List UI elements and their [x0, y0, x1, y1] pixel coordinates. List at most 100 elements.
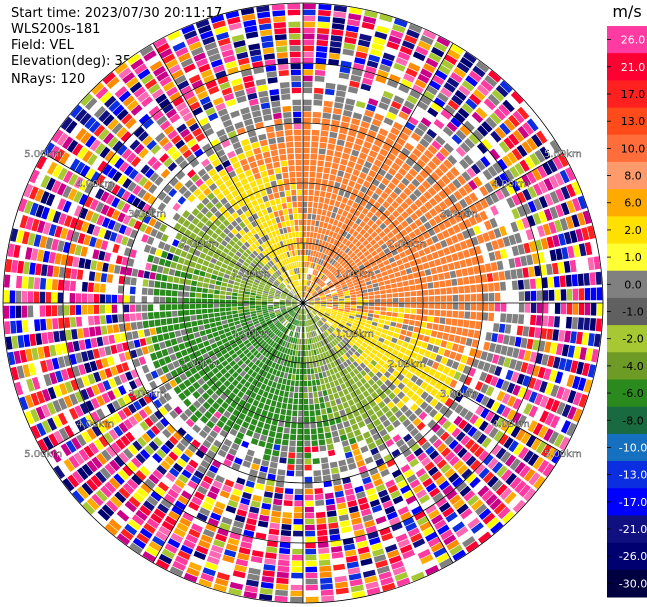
ppi-bin — [330, 361, 336, 368]
ppi-bin — [292, 548, 303, 555]
ppi-bin — [338, 277, 344, 282]
ppi-bin — [405, 216, 414, 225]
ppi-bin — [576, 361, 585, 375]
ppi-bin — [342, 361, 349, 368]
ppi-bin — [341, 245, 348, 252]
ppi-bin — [316, 257, 320, 264]
ppi-bin — [501, 380, 510, 392]
ppi-bin — [332, 299, 339, 302]
ppi-bin — [226, 433, 235, 442]
ppi-bin — [448, 412, 458, 422]
ppi-bin — [381, 405, 390, 414]
ppi-bin — [410, 203, 419, 212]
ppi-bin — [433, 97, 446, 108]
ppi-bin — [325, 309, 332, 312]
ppi-bin — [303, 285, 305, 292]
ppi-bin — [310, 147, 318, 154]
ppi-bin — [420, 276, 427, 284]
ppi-bin — [431, 514, 444, 525]
ppi-bin — [304, 494, 314, 501]
ppi-bin — [382, 235, 390, 243]
ppi-bin — [349, 363, 356, 370]
ppi-bin — [412, 360, 421, 368]
ppi-bin — [419, 215, 428, 224]
ppi-bin — [427, 419, 437, 429]
ppi-bin — [246, 449, 255, 457]
ppi-bin — [435, 475, 447, 486]
ppi-bin — [391, 469, 402, 478]
ppi-bin — [334, 254, 340, 261]
ppi-bin — [548, 303, 555, 314]
ppi-bin — [499, 80, 513, 94]
ppi-bin — [368, 291, 374, 296]
ppi-bin — [511, 280, 518, 290]
ppi-bin — [474, 381, 484, 391]
ppi-bin — [303, 195, 308, 202]
ppi-bin — [462, 249, 471, 258]
ppi-bin — [508, 258, 516, 269]
ppi-bin — [342, 329, 348, 334]
ppi-bin — [466, 167, 477, 178]
ppi-bin — [530, 290, 537, 301]
ppi-bin — [292, 350, 296, 356]
ppi-bin — [378, 571, 392, 580]
ppi-bin — [337, 78, 349, 86]
ppi-bin — [549, 191, 560, 204]
ppi-bin — [430, 388, 439, 397]
ppi-bin — [207, 293, 214, 299]
ppi-bin — [219, 303, 226, 308]
ppi-bin — [401, 324, 409, 330]
ppi-bin — [304, 464, 312, 471]
ppi-bin — [466, 356, 474, 366]
ppi-bin — [314, 190, 320, 197]
ppi-bin — [518, 303, 525, 313]
ppi-bin — [373, 355, 381, 363]
ppi-bin — [443, 219, 452, 229]
ppi-bin — [247, 573, 260, 581]
ppi-bin — [360, 508, 372, 517]
ppi-bin — [522, 203, 532, 215]
ppi-bin — [317, 312, 323, 317]
ppi-bin — [216, 572, 230, 581]
ppi-bin — [305, 590, 319, 597]
ppi-bin — [348, 317, 354, 322]
ppi-bin — [210, 512, 222, 521]
ppi-bin — [331, 162, 339, 170]
ppi-bin — [396, 259, 403, 266]
ppi-bin — [311, 275, 315, 281]
ppi-bin — [398, 84, 410, 94]
ppi-bin — [342, 230, 348, 238]
ppi-bin — [410, 212, 419, 221]
ppi-bin — [459, 336, 467, 345]
ppi-bin — [404, 555, 418, 565]
ppi-bin — [309, 362, 314, 368]
ppi-bin — [500, 313, 507, 323]
ppi-bin — [514, 336, 522, 347]
ppi-bin — [303, 177, 309, 184]
ppi-bin — [57, 292, 64, 303]
ppi-bin — [172, 283, 179, 290]
ppi-bin — [420, 426, 430, 436]
ppi-bin — [284, 328, 288, 334]
ppi-bin — [338, 267, 345, 273]
ppi-bin — [549, 369, 558, 382]
ppi-bin — [335, 213, 341, 221]
ppi-bin — [370, 206, 378, 214]
ppi-bin — [345, 265, 351, 271]
ppi-bin — [185, 534, 199, 544]
ppi-bin — [350, 327, 356, 333]
ppi-bin — [532, 183, 543, 196]
ppi-bin — [351, 325, 358, 330]
ppi-bin — [509, 458, 521, 471]
ppi-bin — [400, 464, 411, 473]
ppi-bin — [593, 333, 601, 347]
ppi-bin — [356, 177, 365, 185]
ppi-bin — [296, 368, 300, 375]
ppi-bin — [481, 121, 493, 133]
ppi-bin — [303, 398, 309, 405]
ppi-bin — [307, 380, 312, 387]
ppi-bin — [330, 325, 336, 331]
ppi-bin — [334, 96, 345, 104]
ppi-bin — [326, 298, 333, 301]
ppi-bin — [359, 221, 367, 228]
